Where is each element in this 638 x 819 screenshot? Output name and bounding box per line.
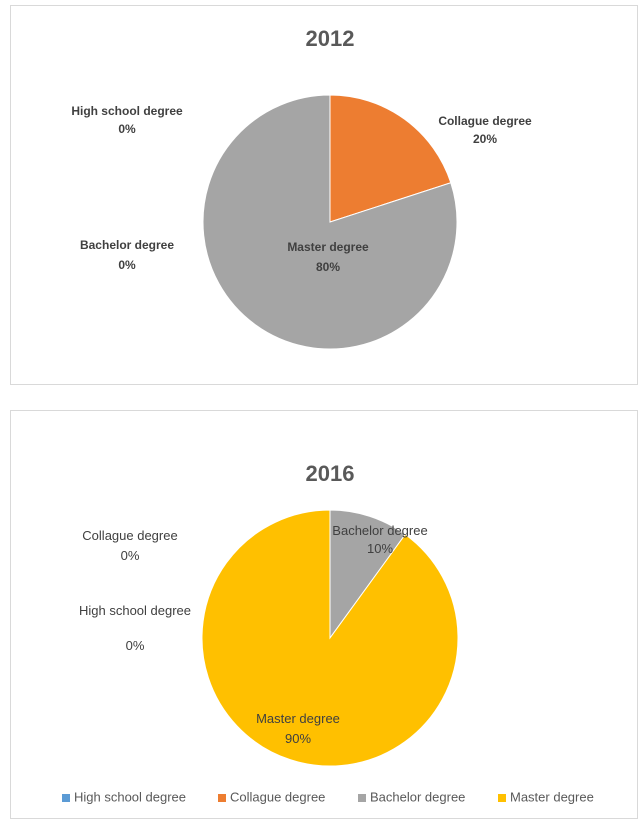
legend-label: Collague degree [230,789,325,804]
data-label: Bachelor degree 10% [332,523,427,556]
pie-slice [201,509,459,767]
legend-swatch [498,794,506,802]
data-label-name: Bachelor degree [80,238,174,252]
data-label-name: Master degree [287,240,369,254]
data-label-value: 0% [118,258,136,272]
data-label: Master degree 80% [287,240,369,274]
data-label-value: 0% [118,122,136,136]
legend-label: Master degree [510,789,594,804]
legend-label: Bachelor degree [370,789,465,804]
legend-swatch [62,794,70,802]
pie-slice [202,94,458,350]
legend-swatch [358,794,366,802]
legend-swatch [218,794,226,802]
data-label: Collague degree 0% [82,528,177,563]
data-label-value: 80% [316,260,340,274]
pie-slice [329,509,406,640]
data-label-name: High school degree [71,104,183,118]
data-label-value: 90% [285,731,311,746]
data-label: High school degree 0% [71,104,183,136]
data-label-value: 0% [121,548,140,563]
chart-title: 2012 [306,26,355,51]
data-label: High school degree 0% [79,603,191,653]
chart-title: 2016 [306,461,355,486]
data-label-name: Collague degree [438,114,532,128]
data-label-name: Bachelor degree [332,523,427,538]
data-label-value: 0% [126,638,145,653]
pie-slice [329,94,452,223]
data-label-value: 20% [473,132,497,146]
legend-label: High school degree [74,789,186,804]
data-label: Master degree 90% [256,711,340,746]
data-label-name: Collague degree [82,528,177,543]
data-label: Collague degree 20% [438,114,532,146]
data-label-name: High school degree [79,603,191,618]
data-label-value: 10% [367,541,393,556]
data-label: Bachelor degree 0% [80,238,174,272]
data-label-name: Master degree [256,711,340,726]
